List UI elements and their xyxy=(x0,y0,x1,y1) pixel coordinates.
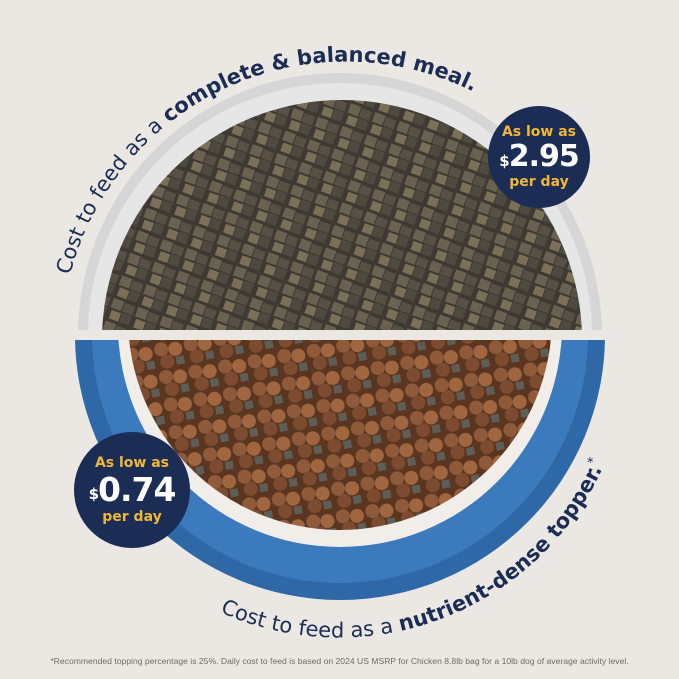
bottom-bowl xyxy=(75,340,605,600)
badge-price: $0.74 xyxy=(88,470,177,509)
badge-price: $2.95 xyxy=(499,139,579,174)
top-bowl xyxy=(78,73,602,330)
top-price-badge: As low as $2.95 per day xyxy=(488,106,590,208)
bottom-price-badge: As low as $0.74 per day xyxy=(74,432,190,548)
badge-unit: per day xyxy=(509,174,569,190)
badge-unit: per day xyxy=(102,509,162,525)
badge-label: As low as xyxy=(501,124,577,140)
footnote: *Recommended topping percentage is 25%. … xyxy=(50,656,629,666)
badge-label: As low as xyxy=(94,455,170,471)
